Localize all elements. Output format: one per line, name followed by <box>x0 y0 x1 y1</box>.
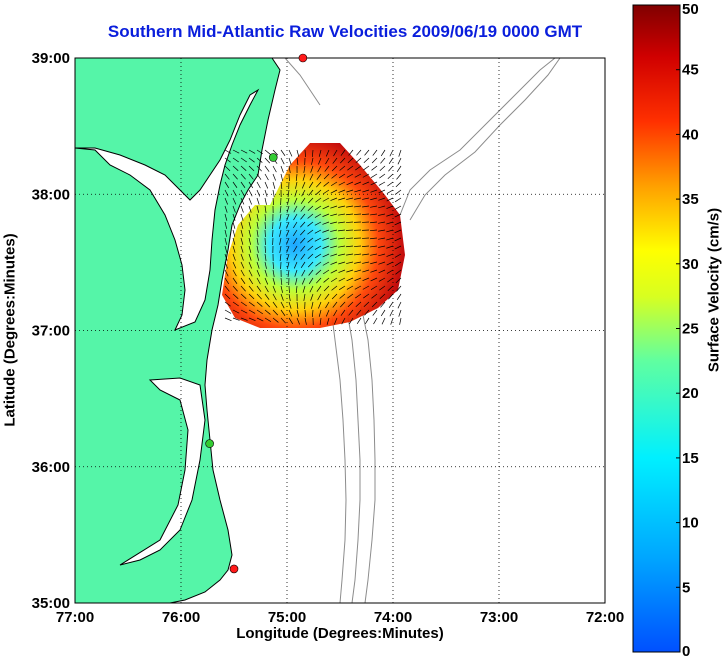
y-tick-label: 39:00 <box>32 50 70 67</box>
velocity-field <box>222 143 405 328</box>
colorbar-tick-label: 5 <box>682 579 690 596</box>
colorbar-tick-label: 30 <box>682 256 699 273</box>
station-marker <box>268 153 278 162</box>
x-tick-label: 74:00 <box>374 609 412 626</box>
colorbar-tick-label: 35 <box>682 191 699 208</box>
map-title: Southern Mid-Atlantic Raw Velocities 200… <box>107 22 583 41</box>
grid-lines <box>75 58 605 603</box>
sound-water <box>119 377 206 566</box>
velocity-vectors <box>224 149 402 326</box>
y-tick-label: 38:00 <box>32 186 70 203</box>
colorbar-tick-label: 40 <box>682 126 699 143</box>
colorbar-tick-label: 10 <box>682 515 699 532</box>
colorbar-tick-label: 25 <box>682 321 699 338</box>
colorbar <box>632 4 681 653</box>
y-tick-label: 35:00 <box>32 595 70 612</box>
x-axis-label: Longitude (Degrees:Minutes) <box>236 625 444 642</box>
station-marker <box>205 439 214 448</box>
station-marker <box>229 564 239 574</box>
x-tick-label: 73:00 <box>480 609 518 626</box>
colorbar-tick-label: 45 <box>682 62 699 79</box>
colorbar-tick-label: 50 <box>682 1 699 18</box>
land-mass <box>75 58 281 603</box>
x-tick-label: 77:00 <box>56 609 94 626</box>
colorbar-tick-label: 0 <box>682 643 690 659</box>
station-marker <box>298 53 308 63</box>
colorbar-tick-label: 15 <box>682 450 699 467</box>
bathymetry-contours <box>284 58 561 603</box>
y-tick-label: 36:00 <box>32 459 70 476</box>
x-tick-label: 72:00 <box>586 609 624 626</box>
x-tick-label: 76:00 <box>162 609 200 626</box>
colorbar-tick-label: 20 <box>682 385 699 402</box>
y-tick-label: 37:00 <box>32 323 70 340</box>
x-tick-label: 75:00 <box>268 609 306 626</box>
bay-water <box>75 88 260 331</box>
